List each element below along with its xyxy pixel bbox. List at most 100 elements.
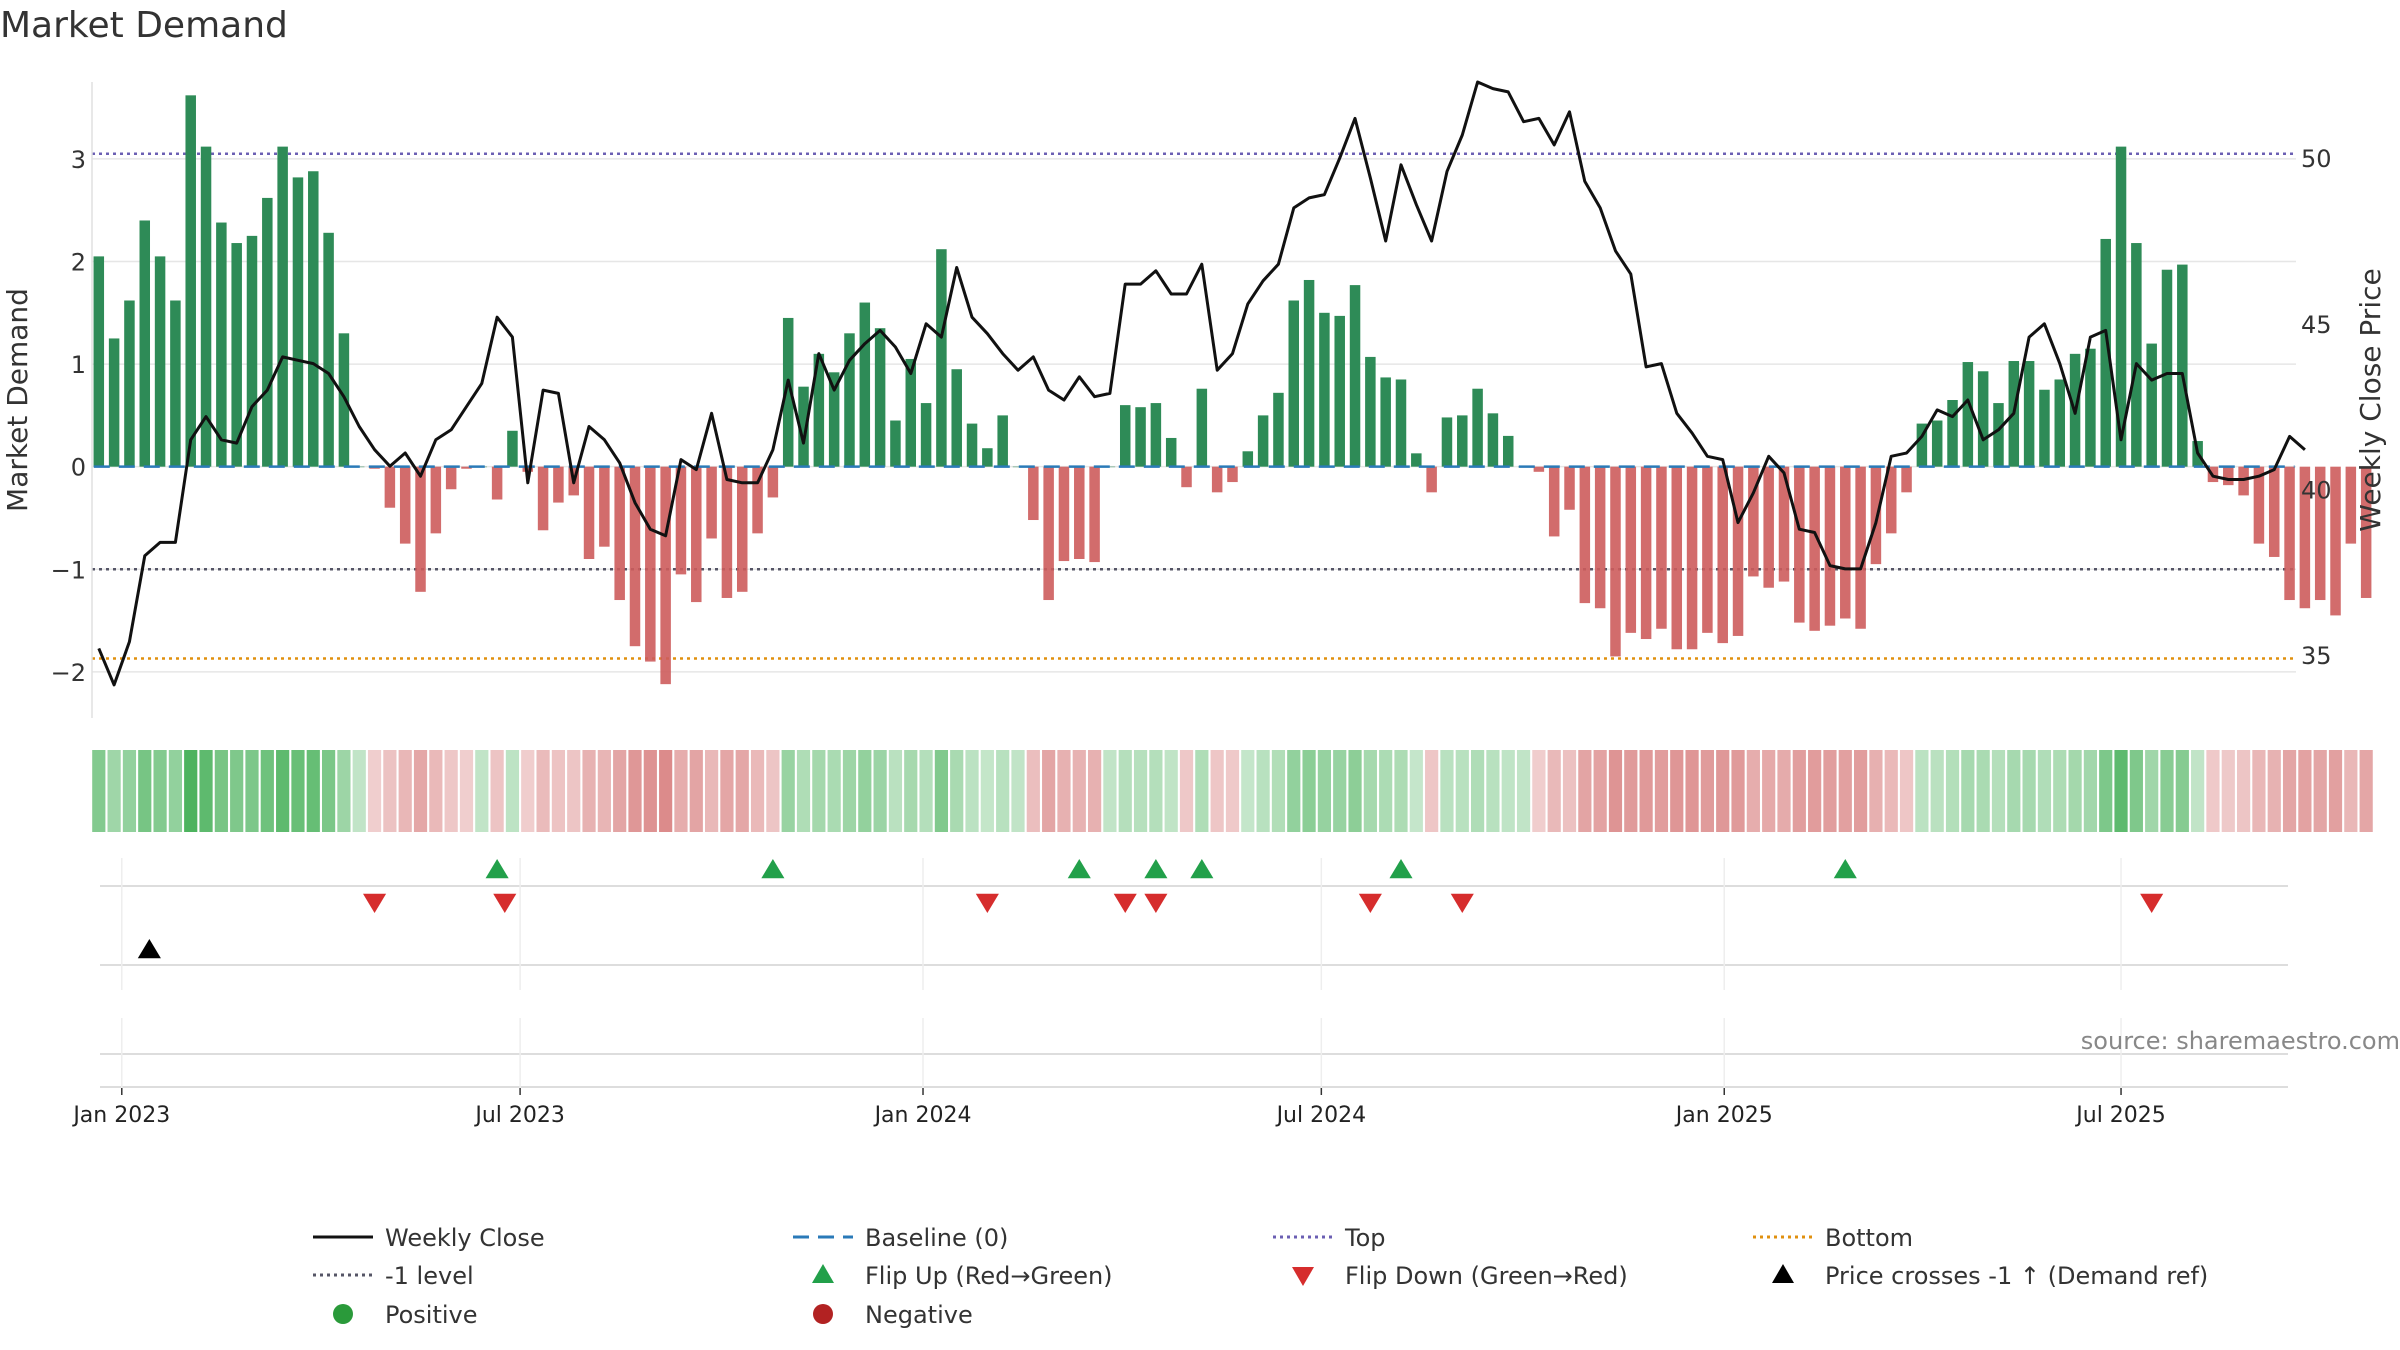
demand-bar <box>415 466 426 592</box>
demand-bar <box>1288 300 1300 467</box>
flip-down-marker <box>1358 893 1382 913</box>
demand-bar <box>828 372 840 467</box>
demand-bar <box>629 466 641 647</box>
heat-cell <box>1164 750 1178 832</box>
demand-bar <box>185 95 196 467</box>
demand-bar <box>2115 146 2127 467</box>
heat-cell <box>1731 750 1745 832</box>
y2-tick-label: 35 <box>2301 642 2332 670</box>
heat-cell <box>490 750 504 832</box>
x-tick-label: Jan 2023 <box>71 1103 170 1128</box>
heat-cell <box>276 750 290 832</box>
heat-cell <box>689 750 703 832</box>
demand-bar <box>1058 466 1070 562</box>
heat-cell <box>1869 750 1883 832</box>
heat-cell <box>1976 750 1990 832</box>
flip-up-marker <box>1389 859 1413 879</box>
demand-bar <box>1165 437 1177 467</box>
demand-bar <box>1074 466 1085 559</box>
heat-cell <box>735 750 749 832</box>
demand-bar <box>1104 466 1116 468</box>
demand-bar <box>767 466 779 498</box>
demand-bar <box>2268 466 2280 557</box>
heat-cell <box>1670 750 1684 832</box>
demand-bar <box>2345 466 2357 544</box>
demand-bar <box>1395 379 1407 467</box>
heat-cell <box>1930 750 1944 832</box>
demand-bar <box>124 300 135 467</box>
y-tick-label: 2 <box>71 249 86 277</box>
legend-swatch <box>1772 1264 1794 1283</box>
heat-cell <box>720 750 734 832</box>
demand-bar <box>951 369 962 467</box>
heat-cell <box>1302 750 1316 832</box>
demand-bar <box>216 222 227 467</box>
flip-down-marker <box>2140 893 2164 913</box>
demand-bar <box>1748 466 1759 577</box>
demand-bar <box>721 466 733 598</box>
heat-cell <box>1333 750 1347 832</box>
demand-bar <box>1334 315 1345 467</box>
demand-bar <box>782 317 794 467</box>
demand-bar <box>1579 466 1591 604</box>
demand-bar <box>308 171 319 467</box>
demand-bar <box>1671 466 1683 650</box>
heat-cell <box>980 750 994 832</box>
y-tick-label: −2 <box>51 659 86 687</box>
heat-cell <box>413 750 428 832</box>
demand-bar <box>170 300 181 467</box>
demand-bar <box>1548 466 1560 537</box>
heat-cell <box>2160 750 2174 832</box>
heat-cell <box>2053 750 2067 832</box>
heat-cell <box>2175 750 2189 832</box>
demand-bar <box>1242 451 1254 467</box>
flip-down-marker <box>363 893 387 913</box>
legend-label: Bottom <box>1825 1224 1913 1252</box>
heat-cell <box>934 750 948 832</box>
heat-cell <box>2099 750 2113 832</box>
heat-cell <box>2114 750 2128 832</box>
heat-cell <box>230 750 244 832</box>
heat-cell <box>2221 750 2235 832</box>
demand-bar <box>1794 466 1805 623</box>
demand-bar <box>2054 379 2066 467</box>
heat-cell <box>858 750 872 832</box>
demand-bar <box>1135 407 1146 467</box>
heat-cell <box>1991 750 2006 832</box>
demand-bar <box>1441 417 1453 467</box>
flip-down-marker <box>493 893 517 913</box>
demand-bar <box>507 430 518 467</box>
demand-bar <box>1365 356 1376 467</box>
demand-bar <box>154 256 166 467</box>
demand-bar <box>1211 466 1223 493</box>
x-tick-label: Jan 2025 <box>1674 1103 1773 1128</box>
heat-cell <box>306 750 320 832</box>
heat-cell <box>2037 750 2052 832</box>
demand-bar <box>2146 343 2157 467</box>
heat-cell <box>1808 750 1822 832</box>
demand-bar <box>2284 466 2295 601</box>
demand-bar <box>2085 348 2096 467</box>
heat-cell <box>1823 750 1837 832</box>
heat-cell <box>567 750 581 832</box>
heat-cell <box>2206 750 2220 832</box>
demand-bar <box>691 466 702 603</box>
heat-cell <box>1762 750 1776 832</box>
legend-swatch <box>333 1304 353 1324</box>
heat-cell <box>827 750 841 832</box>
demand-bar <box>583 466 595 559</box>
demand-bar <box>614 466 625 601</box>
demand-bar <box>1303 279 1315 467</box>
heat-cell <box>1624 750 1638 832</box>
heat-cell <box>398 750 412 832</box>
heat-cell <box>2344 750 2358 832</box>
heat-cell <box>1838 750 1852 832</box>
flip-down-marker <box>1144 893 1168 913</box>
heat-cell <box>1103 750 1117 832</box>
heat-cell <box>1133 750 1148 832</box>
heat-cell <box>1287 750 1301 832</box>
demand-bar <box>920 403 932 467</box>
demand-bar <box>1119 405 1131 467</box>
heat-cell <box>1608 750 1623 832</box>
